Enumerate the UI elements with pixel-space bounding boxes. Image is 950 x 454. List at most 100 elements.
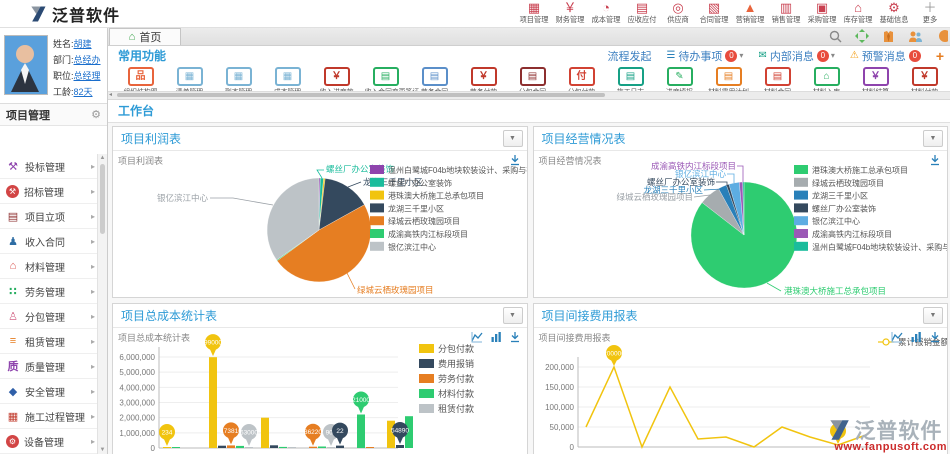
quality-icon: 质 xyxy=(7,361,19,373)
app-7[interactable]: ▥ 销售管理 xyxy=(768,1,804,26)
sidebar-item-3[interactable]: ♟ 收入合同 ▸ xyxy=(0,229,98,254)
download-icon[interactable] xyxy=(509,331,521,343)
app-5[interactable]: ▧ 合同管理 xyxy=(696,1,732,26)
search-icon[interactable] xyxy=(829,30,842,43)
svg-text:100,000: 100,000 xyxy=(545,403,574,412)
profile-field-value[interactable]: 胡建 xyxy=(73,39,92,49)
svg-text:200000: 200000 xyxy=(603,351,625,358)
list-grid-icon: ▦ xyxy=(176,67,203,86)
process-start-link[interactable]: 流程发起 xyxy=(607,50,652,63)
scroll-up-icon[interactable]: ▲ xyxy=(99,155,106,161)
scroll-left-icon[interactable]: ◂ xyxy=(109,92,113,98)
panel-dropdown-button[interactable]: ▼ xyxy=(502,130,523,147)
clipped-icon[interactable] xyxy=(936,29,948,43)
panel-dropdown-button[interactable]: ▼ xyxy=(923,307,943,324)
sidebar-item-label: 施工过程管理 xyxy=(25,412,85,424)
panel-profit: 项目利润表 ▼ 项目利润表 螺丝厂办公室装饰 龙湖三千里小区 银亿滨江中心 绿城云栖玫… xyxy=(112,126,528,298)
svg-text:劳务付款: 劳务付款 xyxy=(438,373,474,384)
sidebar-item-7[interactable]: ≡ 租赁管理 ▸ xyxy=(0,329,98,354)
svg-text:86220: 86220 xyxy=(304,429,322,436)
sidebar-item-0[interactable]: ⚒ 投标管理 ▸ xyxy=(0,154,98,179)
messages-count-badge: 0 xyxy=(816,49,829,62)
sidebar-item-5[interactable]: ∷ 劳务管理 ▸ xyxy=(0,279,98,304)
gear-icon[interactable]: ⚙ xyxy=(91,109,101,121)
sidebar-item-8[interactable]: 质 质量管理 ▸ xyxy=(0,354,98,379)
svg-text:龙湖三千里小区: 龙湖三千里小区 xyxy=(363,177,423,187)
app-9[interactable]: ⌂ 库存管理 xyxy=(840,1,876,26)
download-icon[interactable] xyxy=(929,154,941,166)
chevron-right-icon: ▸ xyxy=(90,161,95,171)
brand-logo: 泛普软件 xyxy=(28,2,120,26)
bar-chart-icon[interactable] xyxy=(490,331,502,343)
fullscreen-icon[interactable] xyxy=(855,29,869,43)
panel-dropdown-button[interactable]: ▼ xyxy=(502,307,523,324)
header-apps: ▦ 项目管理 ￥ 财务管理 ◔ 成本管理 ▤ 应收应付 ◎ 供应商 ▧ 合同管理… xyxy=(516,1,950,26)
profile-field-value[interactable]: 总经办 xyxy=(73,55,101,65)
app-4[interactable]: ◎ 供应商 xyxy=(660,1,696,26)
profile-card: 姓名:胡建 部门:总经办 职位:总经理 工龄:82天 xyxy=(0,28,107,104)
indirect-cost-line-chart: 0 50,000 100,000 150,000 200,000 200000 累计报销金额 xyxy=(545,337,947,452)
sidebar-item-10[interactable]: ▦ 施工过程管理 ▸ xyxy=(0,404,98,429)
vest-icon[interactable] xyxy=(882,30,895,43)
scroll-down-icon[interactable]: ▼ xyxy=(99,447,106,453)
contract-doc-icon: ▧ xyxy=(707,0,721,15)
svg-text:3,000,000: 3,000,000 xyxy=(119,399,155,408)
profile-field-label: 姓名: xyxy=(53,39,74,49)
cost-grid-icon: ▦ xyxy=(274,67,301,86)
sidebar-item-11[interactable]: ⚙ 设备管理 ▸ xyxy=(0,429,98,454)
app-2[interactable]: ◔ 成本管理 xyxy=(588,1,624,26)
sidebar-item-2[interactable]: ▤ 项目立项 ▸ xyxy=(0,204,98,229)
panel-header: 项目利润表 ▼ xyxy=(113,127,527,151)
bid-gavel-icon: ⚒ xyxy=(6,184,19,198)
org-chart-icon: 品 xyxy=(127,67,154,86)
todo-link[interactable]: ☰ 待办事项 0 ▾ xyxy=(666,48,743,64)
svg-text:银亿滨江中心: 银亿滨江中心 xyxy=(812,216,860,226)
scrollbar-thumb[interactable] xyxy=(100,164,105,234)
quick-add-button[interactable]: + xyxy=(935,47,944,64)
income-contract-stamp-icon: ♟ xyxy=(8,235,18,248)
alerts-link[interactable]: ⚠ 预警消息 0 xyxy=(850,48,921,64)
chevron-down-icon: ▾ xyxy=(830,51,835,60)
chart-toolbar xyxy=(470,331,521,343)
profile-field-value[interactable]: 总经理 xyxy=(73,71,101,81)
tab-bar: ⌂ 首页 xyxy=(108,28,950,46)
download-icon[interactable] xyxy=(509,154,521,166)
panel-dropdown-button[interactable]: ▼ xyxy=(923,130,943,147)
dashboard-panels: 项目利润表 ▼ 项目利润表 螺丝厂办公室装饰 龙湖三千里小区 银亿滨江中心 绿城云栖玫… xyxy=(112,126,948,454)
bar-chart-icon[interactable] xyxy=(910,331,922,343)
app-8[interactable]: ▣ 采购管理 xyxy=(804,1,840,26)
chevron-right-icon: ▸ xyxy=(90,386,95,396)
line-chart-icon[interactable] xyxy=(891,331,903,343)
svg-text:银亿滨江中心: 银亿滨江中心 xyxy=(674,169,726,179)
tab-home[interactable]: ⌂ 首页 xyxy=(109,28,181,45)
profile-field-value[interactable]: 82天 xyxy=(73,87,93,97)
app-3[interactable]: ▤ 应收应付 xyxy=(624,1,660,26)
panel-title: 项目总成本统计表 xyxy=(121,309,218,323)
more-plus-icon: ＋ xyxy=(923,0,937,15)
svg-text:螺丝厂办公室装饰: 螺丝厂办公室装饰 xyxy=(326,164,395,174)
horizontal-scrollbar[interactable]: ◂ xyxy=(108,91,950,99)
sidebar-item-label: 投标管理 xyxy=(25,162,65,174)
sidebar-item-9[interactable]: ◆ 安全管理 ▸ xyxy=(0,379,98,404)
panel-header: 项目经营情况表 ▼ xyxy=(533,127,947,151)
workbench-section: 工作台 项目利润表 ▼ 项目利润表 螺丝厂办公室装饰 龙湖三千里小区 银亿滨江中心绿… xyxy=(108,100,950,454)
users-icon[interactable] xyxy=(908,30,923,43)
app-6[interactable]: ▲ 营销管理 xyxy=(732,1,768,26)
sidebar-item-4[interactable]: ⌂ 材料管理 ▸ xyxy=(0,254,98,279)
svg-text:22: 22 xyxy=(336,428,344,435)
download-icon[interactable] xyxy=(929,331,941,343)
line-chart-icon[interactable] xyxy=(470,331,483,343)
project-building-icon: ▦ xyxy=(527,0,541,15)
app-10[interactable]: ⚙ 基础信息 xyxy=(876,1,912,26)
sidebar-scrollbar[interactable]: ▲ ▼ xyxy=(97,154,107,454)
sidebar-item-1[interactable]: ⚒ 招标管理 ▸ xyxy=(0,179,98,204)
app-0[interactable]: ▦ 项目管理 xyxy=(516,1,552,26)
app-11[interactable]: ＋ 更多 xyxy=(912,1,948,26)
construction-process-icon: ▦ xyxy=(7,410,19,423)
hscrollbar-thumb[interactable] xyxy=(117,93,606,97)
lease-layers-icon: ≡ xyxy=(9,335,17,347)
app-1[interactable]: ￥ 财务管理 xyxy=(552,1,588,26)
sidebar-item-6[interactable]: ♙ 分包管理 ▸ xyxy=(0,304,98,329)
internal-messages-link[interactable]: ✉ 内部消息 0 ▾ xyxy=(758,48,835,64)
